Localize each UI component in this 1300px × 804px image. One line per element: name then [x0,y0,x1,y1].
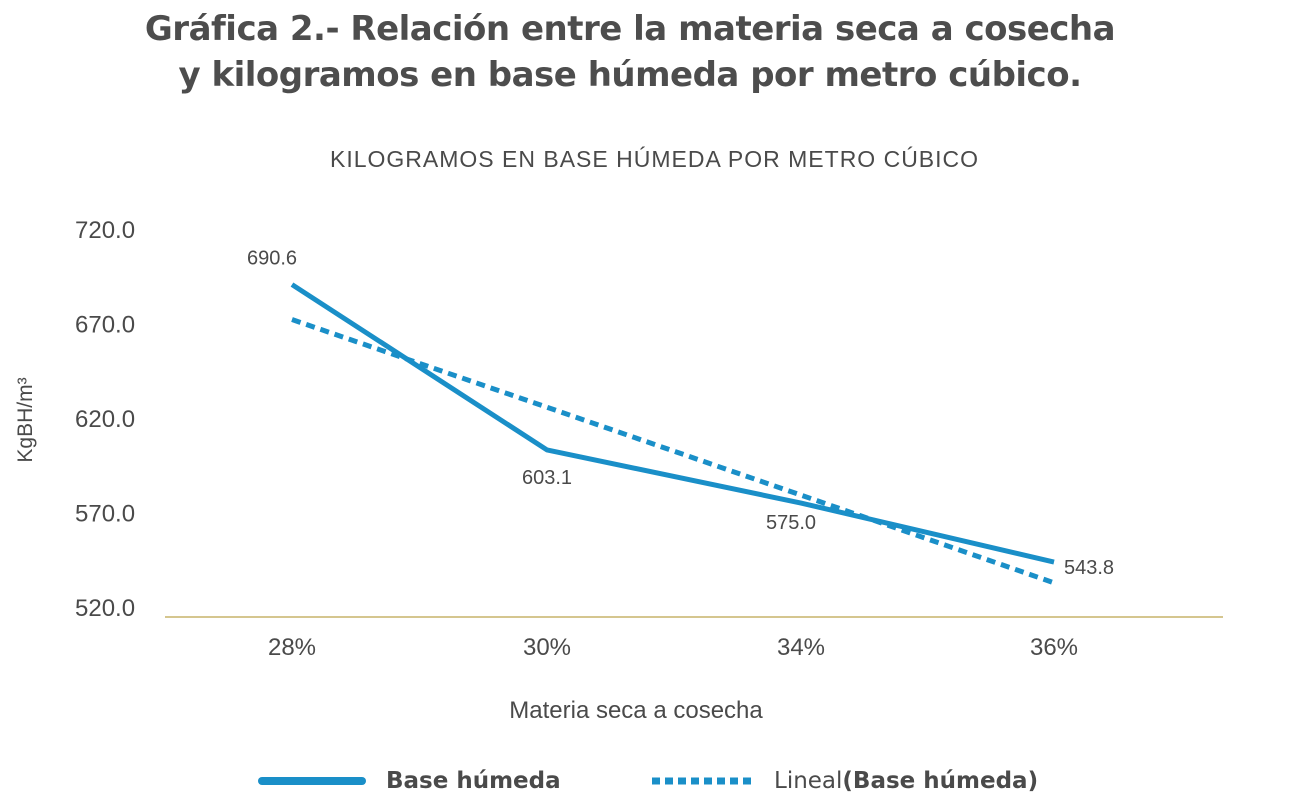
legend-swatch-solid [258,777,366,785]
y-tick-label: 570.0 [75,501,135,528]
data-label: 690.6 [247,248,297,270]
y-axis-label: KgBH/m³ [14,377,37,463]
figure-title: Gráfica 2.- Relación entre la materia se… [0,6,1260,98]
data-label: 543.8 [1064,557,1114,579]
figure-title-line-1: Gráfica 2.- Relación entre la materia se… [144,9,1116,49]
legend: Base húmeda Lineal (Base húmeda) [0,768,1300,804]
x-tick-label: 36% [1030,634,1078,661]
x-tick-label: 28% [268,634,316,661]
y-tick-label: 720.0 [75,217,135,244]
y-tick-label: 620.0 [75,406,135,433]
chart-title: KILOGRAMOS EN BASE HÚMEDA POR METRO CÚBI… [330,146,980,172]
data-label: 603.1 [522,467,572,489]
figure-title-line-2: y kilogramos en base húmeda por metro cú… [178,55,1082,95]
legend-label-lineal: (Base húmeda) [842,768,1039,794]
legend-label-base-humeda: Base húmeda [386,768,561,794]
x-tick-label: 30% [523,634,571,661]
legend-item-lineal: Lineal (Base húmeda) [650,768,1038,794]
legend-item-base-humeda: Base húmeda [258,768,561,794]
data-label: 575.0 [766,512,816,534]
trendline-series [291,317,1055,586]
y-tick-label: 670.0 [75,312,135,339]
y-tick-label: 520.0 [75,595,135,622]
legend-swatch-dashed [652,777,752,785]
base-humeda-series [290,282,1055,565]
x-axis-label: Materia seca a cosecha [509,697,763,724]
x-tick-label: 34% [777,634,825,661]
legend-label-lineal-prefix: Lineal [774,768,843,794]
line-chart: 720.0 670.0 620.0 570.0 520.0 28% 30% 34% 36% 690… [75,217,1223,661]
